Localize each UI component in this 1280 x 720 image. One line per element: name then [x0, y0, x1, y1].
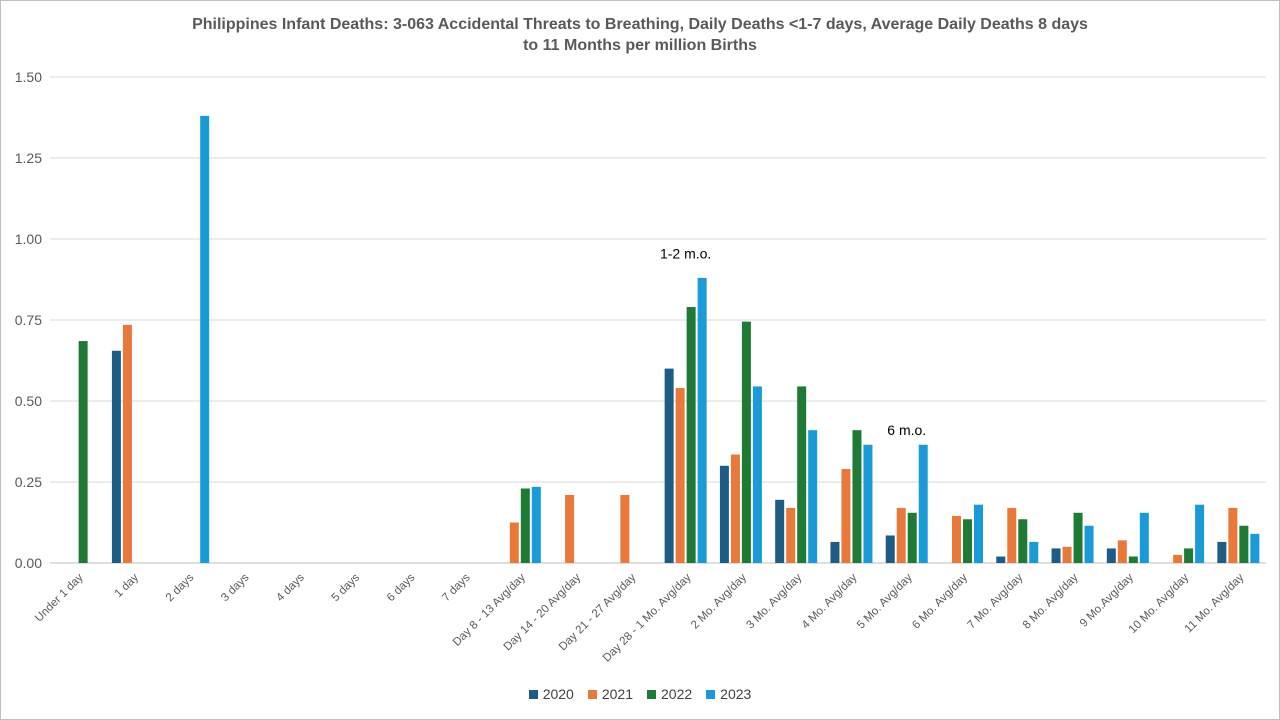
- chart-legend: 2020 2021 2022 2023: [0, 686, 1280, 702]
- x-tick-label: 7 Mo. Avg/day: [966, 571, 1026, 631]
- x-tick-label: 3 days: [219, 571, 252, 604]
- legend-swatch: [706, 689, 716, 699]
- bar-2022: [852, 430, 862, 563]
- bar-2023: [1029, 541, 1039, 563]
- bar-2023: [808, 430, 818, 563]
- bar-2023: [697, 277, 707, 563]
- bar-2021: [952, 516, 961, 563]
- bar-2022: [797, 386, 807, 563]
- bar-2022: [1184, 548, 1194, 563]
- bar-2021: [509, 522, 519, 563]
- x-tick-label: 6 days: [385, 571, 418, 604]
- annotation-label: 6 m.o.: [887, 422, 926, 438]
- bar-2020: [996, 556, 1006, 563]
- bar-2022: [907, 512, 917, 563]
- bar-2021: [675, 388, 685, 563]
- y-tick-label: 0.25: [15, 474, 42, 490]
- bar-2020: [1106, 548, 1116, 563]
- bar-2022: [78, 341, 88, 563]
- bar-2022: [1018, 519, 1028, 563]
- legend-label: 2020: [542, 686, 574, 702]
- x-tick-label: 7 days: [440, 571, 473, 604]
- x-tick-label: 4 days: [274, 571, 307, 604]
- legend-item-2021: 2021: [587, 686, 633, 702]
- bar-2023: [200, 115, 210, 563]
- y-tick-label: 0.75: [15, 312, 42, 328]
- bar-2020: [1217, 541, 1227, 563]
- legend-label: 2022: [661, 686, 693, 702]
- bar-2021: [620, 494, 630, 563]
- x-tick-label: 10 Mo. Avg/day: [1127, 571, 1192, 636]
- y-tick-label: 1.00: [15, 231, 42, 247]
- bar-2022: [1128, 556, 1138, 563]
- bar-2022: [1073, 512, 1083, 563]
- bar-2021: [565, 494, 575, 563]
- y-tick-label: 0.50: [15, 393, 42, 409]
- legend-item-2020: 2020: [528, 686, 574, 702]
- x-tick-label: 5 Mo. Avg/day: [855, 571, 915, 631]
- x-tick-label: 9 Mo.Avg/day: [1078, 571, 1136, 629]
- chart-title: Philippines Infant Deaths: 3-063 Acciden…: [40, 14, 1240, 56]
- bar-2020: [885, 535, 895, 563]
- legend-item-2022: 2022: [647, 686, 692, 702]
- chart-title-line-2: to 11 Months per million Births: [523, 37, 757, 54]
- bar-2021: [841, 469, 851, 563]
- bar-2021: [1117, 540, 1127, 563]
- y-tick-label: 1.25: [15, 150, 42, 166]
- y-tick-label: 1.50: [15, 69, 42, 85]
- bar-2020: [111, 350, 121, 563]
- bar-2021: [730, 454, 740, 563]
- x-tick-label: Under 1 day: [33, 571, 86, 624]
- bar-2022: [963, 519, 972, 563]
- chart-title-line-1: Philippines Infant Deaths: 3-063 Acciden…: [192, 16, 1088, 33]
- x-tick-label: 3 Mo. Avg/day: [744, 571, 804, 631]
- bar-2021: [786, 507, 796, 563]
- bar-2022: [520, 488, 530, 563]
- legend-label: 2023: [720, 686, 752, 702]
- bar-2020: [1051, 548, 1061, 563]
- bar-2023: [863, 444, 873, 563]
- bar-2021: [1228, 507, 1238, 563]
- bar-2021: [1007, 507, 1017, 563]
- bar-2023: [1084, 525, 1094, 563]
- legend-item-2023: 2023: [706, 686, 751, 702]
- bar-2020: [664, 368, 674, 563]
- bar-2023: [1195, 504, 1205, 563]
- x-tick-label: 2 days: [164, 571, 197, 604]
- annotation-label: 1-2 m.o.: [660, 245, 711, 261]
- bar-2022: [686, 307, 696, 563]
- bar-2020: [719, 465, 729, 563]
- bar-2023: [531, 486, 541, 563]
- bar-2023: [752, 386, 762, 563]
- legend-label: 2021: [601, 686, 633, 702]
- y-tick-label: 0.00: [15, 555, 42, 571]
- x-tick-label: 1 day: [113, 571, 142, 600]
- bar-2022: [741, 321, 751, 563]
- bar-2023: [1250, 533, 1260, 563]
- legend-swatch: [528, 689, 538, 699]
- bar-2020: [775, 499, 785, 563]
- bar-2021: [122, 324, 132, 563]
- bar-2021: [1062, 546, 1072, 563]
- bar-2023: [974, 504, 983, 563]
- bar-2023: [1139, 512, 1149, 563]
- bar-2023: [918, 444, 928, 563]
- legend-swatch: [587, 689, 597, 699]
- x-tick-label: 2 Mo. Avg/day: [689, 571, 749, 631]
- x-tick-label: 5 days: [330, 571, 363, 604]
- bar-2021: [896, 507, 906, 563]
- x-tick-label: 11 Mo. Avg/day: [1183, 571, 1247, 635]
- x-tick-label: 6 Mo. Avg/day: [910, 571, 970, 631]
- x-tick-label: 8 Mo. Avg/day: [1021, 571, 1081, 631]
- bar-2022: [1239, 525, 1249, 563]
- x-tick-label: 4 Mo. Avg/day: [800, 571, 860, 631]
- legend-swatch: [647, 689, 656, 699]
- bar-2020: [830, 541, 840, 563]
- bar-2021: [1173, 554, 1183, 563]
